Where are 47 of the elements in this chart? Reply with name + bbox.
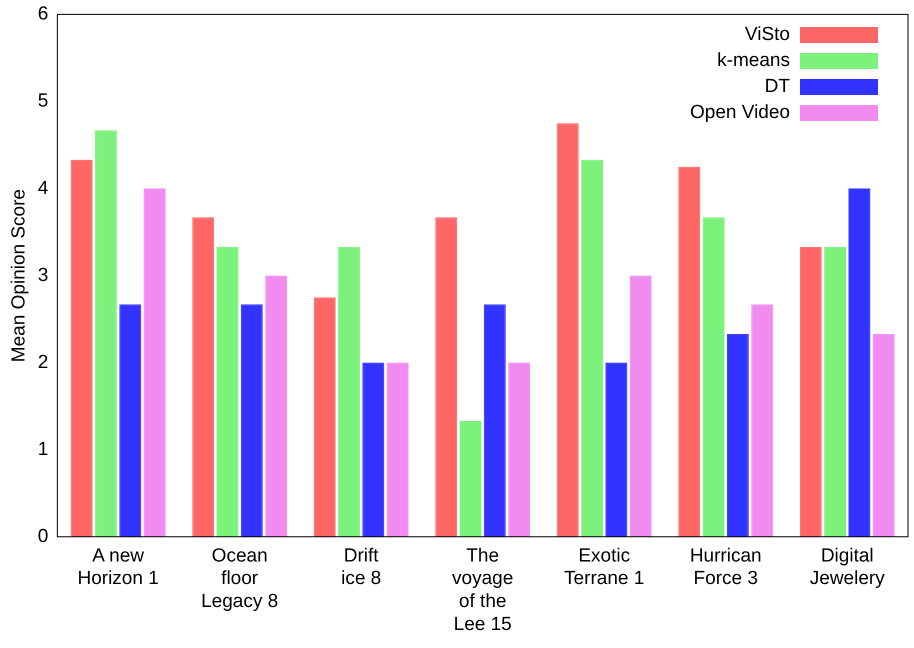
- bar: [460, 421, 482, 537]
- bar: [95, 130, 117, 537]
- bar: [848, 188, 870, 537]
- x-tick-label: Digital Jewelery: [810, 545, 886, 590]
- bar: [216, 246, 238, 537]
- bar: [265, 276, 288, 537]
- bar: [314, 297, 336, 537]
- y-tick-label: 0: [38, 526, 48, 548]
- x-tick-label: The voyage of the Lee 15: [452, 545, 514, 635]
- bar: [484, 304, 506, 537]
- legend-label: k-means: [717, 50, 790, 72]
- bar: [872, 334, 895, 537]
- bar: [144, 188, 166, 537]
- bar: [556, 123, 579, 537]
- bar: [435, 217, 458, 537]
- bar: [581, 160, 603, 537]
- bar: [362, 362, 384, 537]
- bar: [240, 304, 263, 537]
- y-tick-label: 6: [38, 4, 48, 25]
- bar: [800, 246, 822, 537]
- bar: [630, 276, 652, 537]
- bar: [192, 217, 214, 537]
- x-tick-label: Drift ice 8: [341, 545, 382, 590]
- x-tick-label: Ocean floor Legacy 8: [201, 545, 278, 612]
- y-tick-label: 5: [38, 90, 48, 112]
- bar: [605, 362, 628, 537]
- bar: [338, 246, 360, 537]
- bar: [751, 304, 774, 537]
- x-tick-label: A new Horizon 1: [77, 545, 159, 590]
- legend-label: ViSto: [744, 24, 790, 46]
- y-tick-label: 3: [38, 264, 48, 286]
- legend-label: Open Video: [690, 102, 790, 124]
- bar: [824, 246, 846, 537]
- legend-label: DT: [764, 76, 790, 98]
- bar: [508, 362, 530, 537]
- bar: [678, 166, 700, 537]
- y-tick-label: 2: [38, 352, 48, 373]
- y-axis-title: Mean Opinion Score: [8, 188, 30, 362]
- y-tick-label: 1: [38, 438, 48, 460]
- y-tick-label: 4: [38, 178, 49, 199]
- x-tick-label: Exotic Terrane 1: [564, 545, 644, 590]
- bar: [726, 334, 749, 537]
- bar: [119, 304, 142, 537]
- bar: [386, 362, 409, 537]
- x-tick-label: Hurrican Force 3: [690, 545, 762, 590]
- bar: [702, 217, 725, 537]
- bar: [70, 160, 93, 537]
